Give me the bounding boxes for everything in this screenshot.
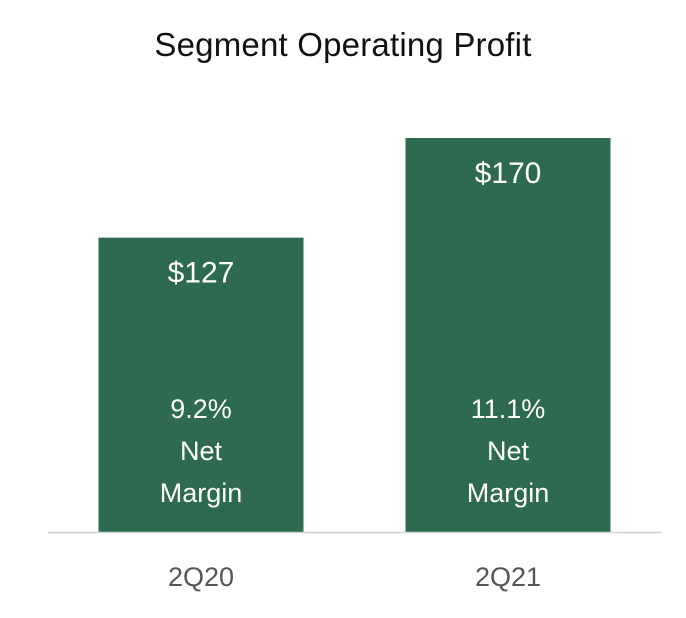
x-tick-label-2q20: 2Q20 [168,562,234,592]
x-tick-labels: 2Q20 2Q21 [168,562,541,592]
bar-2q20 [98,237,304,533]
chart-title: Segment Operating Profit [154,26,532,63]
margin-label-2q20-line-2: Net [180,436,223,466]
bars-layer [98,138,611,533]
margin-label-2q21-line-3: Margin [467,478,550,508]
margin-label-2q20-line-1: 9.2% [170,394,232,424]
bar-2q21 [405,138,611,532]
labels-layer: $127 9.2% Net Margin $170 11.1% Net Margin [160,157,550,508]
margin-label-2q21-line-2: Net [487,436,530,466]
margin-label-2q20-line-3: Margin [160,478,243,508]
value-label-2q20: $127 [168,257,235,290]
margin-label-2q21-line-1: 11.1% [471,394,546,424]
x-tick-label-2q21: 2Q21 [475,562,541,592]
value-label-2q21: $170 [475,157,542,190]
